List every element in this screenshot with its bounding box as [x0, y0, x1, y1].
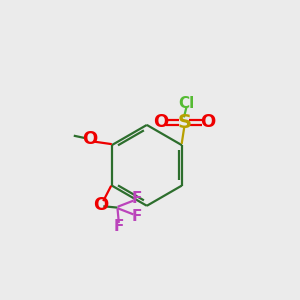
Text: O: O — [82, 130, 98, 148]
Text: O: O — [93, 196, 108, 214]
Text: Cl: Cl — [178, 96, 195, 111]
Text: O: O — [153, 113, 168, 131]
Text: F: F — [131, 209, 142, 224]
Text: S: S — [177, 112, 191, 131]
Text: O: O — [200, 113, 216, 131]
Text: F: F — [114, 219, 124, 234]
Text: F: F — [131, 191, 142, 206]
